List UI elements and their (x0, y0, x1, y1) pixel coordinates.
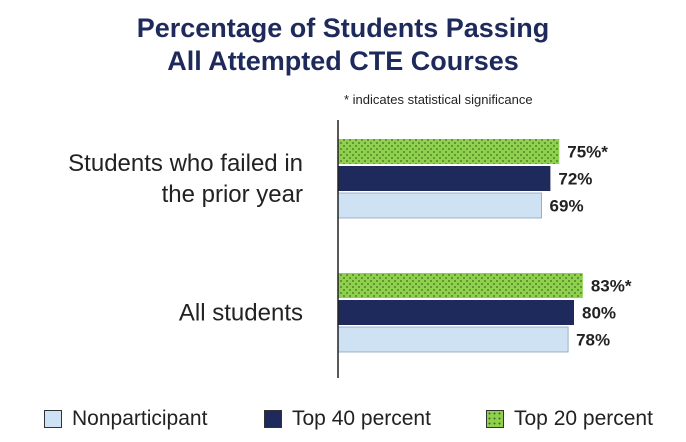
bar-top-40-percent-group-1 (338, 166, 551, 191)
legend: Nonparticipant Top 40 percent Top 20 per… (0, 407, 686, 441)
chart-title-line-2: All Attempted CTE Courses (167, 46, 519, 76)
data-label-top-20-percent-group-1: 75%* (567, 143, 608, 162)
legend-label-top-20: Top 20 percent (514, 407, 653, 430)
category-label-2-line-1: All students (179, 300, 303, 327)
category-label-1-line-2: the prior year (162, 181, 303, 208)
data-label-top-40-percent-group-1: 72% (558, 170, 592, 189)
bar-top-20-percent-group-2 (338, 273, 583, 298)
bar-top-20-percent-group-1 (338, 139, 560, 164)
chart-title: Percentage of Students Passing All Attem… (0, 12, 686, 78)
legend-swatch-top-20 (486, 410, 504, 428)
category-label-1-line-1: Students who failed in (68, 150, 303, 177)
legend-swatch-top-40 (264, 410, 282, 428)
bar-top-40-percent-group-2 (338, 300, 574, 325)
data-label-nonparticipant-group-1: 69% (550, 197, 584, 216)
legend-item-nonparticipant: Nonparticipant (44, 407, 207, 431)
legend-label-top-40: Top 40 percent (292, 407, 431, 430)
bar-nonparticipant-group-1 (337, 192, 542, 219)
chart-title-line-1: Percentage of Students Passing (136, 13, 550, 43)
legend-item-top-20: Top 20 percent (486, 407, 653, 431)
data-label-top-20-percent-group-2: 83%* (591, 277, 632, 296)
bar-nonparticipant-group-2 (337, 326, 569, 353)
legend-label-nonparticipant: Nonparticipant (72, 407, 208, 430)
legend-swatch-nonparticipant (44, 410, 62, 428)
bar-chart: 75%* 72% 69% 83%* 80% 78% Students who failed… (68, 120, 632, 378)
legend-item-top-40: Top 40 percent (264, 407, 431, 431)
data-label-top-40-percent-group-2: 80% (582, 304, 616, 323)
data-label-nonparticipant-group-2: 78% (576, 331, 610, 350)
significance-note: * indicates statistical significance (344, 92, 533, 107)
